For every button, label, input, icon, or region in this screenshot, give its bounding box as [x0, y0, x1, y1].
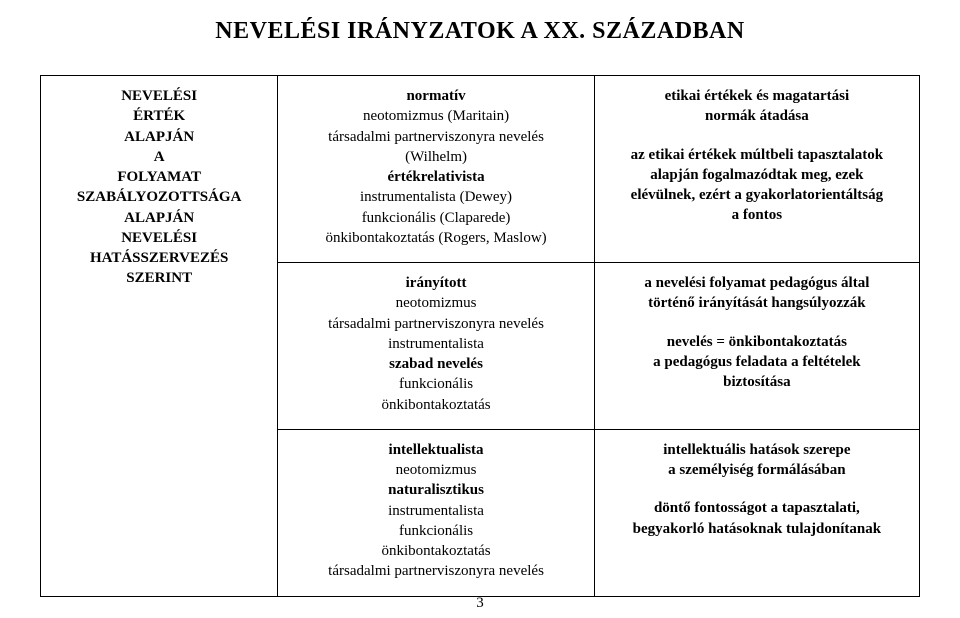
type-line: funkcionális — [284, 521, 587, 541]
type-line: társadalmi partnerviszonyra nevelés — [284, 314, 587, 334]
heading-line: A — [47, 147, 271, 167]
desc-line: biztosítása — [601, 372, 913, 392]
heading-line: SZERINT — [47, 268, 271, 288]
cell-r3-types: intellektualista neotomizmus naturaliszt… — [278, 429, 594, 596]
type-line: társadalmi partnerviszonyra nevelés — [284, 561, 587, 581]
desc-line: az etikai értékek múltbeli tapasztalatok — [601, 145, 913, 165]
type-line: funkcionális (Claparede) — [284, 208, 587, 228]
type-line: funkcionális — [284, 374, 587, 394]
heading-line: SZABÁLYOZOTTSÁGA — [47, 187, 271, 207]
type-line: neotomizmus — [284, 460, 587, 480]
row-headers-cell: NEVELÉSI ÉRTÉK ALAPJÁN A FOLYAMAT SZABÁL… — [41, 76, 278, 597]
heading-line: ÉRTÉK — [47, 106, 271, 126]
type-line: neotomizmus — [284, 293, 587, 313]
type-line: instrumentalista — [284, 334, 587, 354]
type-line: neotomizmus (Maritain) — [284, 106, 587, 126]
type-bold: értékrelativista — [284, 167, 587, 187]
type-bold: szabad nevelés — [284, 354, 587, 374]
heading-line: NEVELÉSI — [47, 86, 271, 106]
cell-r2-types: irányított neotomizmus társadalmi partne… — [278, 263, 594, 430]
cell-r1-desc: etikai értékek és magatartási normák áta… — [594, 76, 919, 263]
type-line: társadalmi partnerviszonyra nevelés — [284, 127, 587, 147]
desc-line: történő irányítását hangsúlyozzák — [601, 293, 913, 313]
desc-line: a fontos — [601, 205, 913, 225]
desc-line: nevelés = önkibontakoztatás — [601, 332, 913, 352]
spacer — [601, 314, 913, 332]
desc-line: begyakorló hatásoknak tulajdonítanak — [601, 519, 913, 539]
type-line: instrumentalista (Dewey) — [284, 187, 587, 207]
spacer — [601, 480, 913, 498]
classification-table: NEVELÉSI ÉRTÉK ALAPJÁN A FOLYAMAT SZABÁL… — [40, 75, 920, 597]
cell-r3-desc: intellektuális hatások szerepe a személy… — [594, 429, 919, 596]
desc-line: döntő fontosságot a tapasztalati, — [601, 498, 913, 518]
type-bold: normatív — [284, 86, 587, 106]
desc-line: normák átadása — [601, 106, 913, 126]
desc-line: a nevelési folyamat pedagógus által — [601, 273, 913, 293]
type-bold: naturalisztikus — [284, 480, 587, 500]
type-line: önkibontakoztatás — [284, 541, 587, 561]
desc-line: etikai értékek és magatartási — [601, 86, 913, 106]
heading-line: NEVELÉSI — [47, 228, 271, 248]
desc-line: intellektuális hatások szerepe — [601, 440, 913, 460]
heading-line: ALAPJÁN — [47, 208, 271, 228]
heading-line: FOLYAMAT — [47, 167, 271, 187]
desc-line: a személyiség formálásában — [601, 460, 913, 480]
type-line: (Wilhelm) — [284, 147, 587, 167]
desc-line: alapján fogalmazódtak meg, ezek — [601, 165, 913, 185]
type-line: önkibontakoztatás (Rogers, Maslow) — [284, 228, 587, 248]
spacer — [601, 127, 913, 145]
type-bold: intellektualista — [284, 440, 587, 460]
page-title: NEVELÉSI IRÁNYZATOK A XX. SZÁZADBAN — [40, 18, 920, 45]
table-row: NEVELÉSI ÉRTÉK ALAPJÁN A FOLYAMAT SZABÁL… — [41, 76, 920, 263]
cell-r1-types: normatív neotomizmus (Maritain) társadal… — [278, 76, 594, 263]
type-bold: irányított — [284, 273, 587, 293]
type-line: instrumentalista — [284, 501, 587, 521]
desc-line: elévülnek, ezért a gyakorlatorientáltság — [601, 185, 913, 205]
type-line: önkibontakoztatás — [284, 395, 587, 415]
page-number: 3 — [0, 595, 960, 612]
heading-line: HATÁSSZERVEZÉS — [47, 248, 271, 268]
heading-line: ALAPJÁN — [47, 127, 271, 147]
desc-line: a pedagógus feladata a feltételek — [601, 352, 913, 372]
cell-r2-desc: a nevelési folyamat pedagógus által tört… — [594, 263, 919, 430]
page: NEVELÉSI IRÁNYZATOK A XX. SZÁZADBAN NEVE… — [0, 0, 960, 618]
